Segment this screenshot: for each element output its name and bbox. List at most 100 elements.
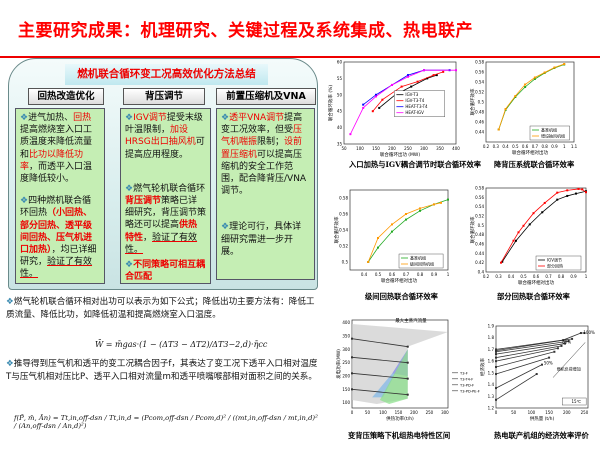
data-point (435, 74, 438, 77)
data-point (575, 192, 577, 195)
text: 理论可行，具体详细研究需进一步开展。 (221, 222, 302, 257)
highlight: 比功以降低功率 (20, 149, 84, 172)
y-tick-label: 40 (337, 125, 343, 130)
y-tick-label: 0.5 (478, 223, 485, 228)
data-point (406, 361, 409, 364)
chart-caption: 级间回热联合循环效率 (365, 292, 438, 301)
data-point (495, 350, 497, 353)
y-tick-label: 350 (342, 334, 350, 339)
column-box-regeneration: ❖进气加热、回热提高燃烧室入口工质温度来降低流量和比功以降低功率，而透平入口温度… (15, 108, 105, 284)
y-tick-label: 1.9 (488, 324, 495, 329)
data-point (495, 360, 497, 363)
series-line (495, 364, 543, 389)
text: 燃气轮机联合循环相对出功可以表示为如下公式；降低出功主要方法有：降低工质流量、降… (6, 297, 315, 320)
x-tick-label: 250 (404, 146, 412, 151)
series-line (501, 190, 587, 262)
y-tick-label: 1.5 (488, 370, 495, 375)
highlight: 供热特性 (125, 220, 198, 243)
data-point (351, 356, 353, 359)
y-tick-label: 0.44 (475, 251, 484, 256)
data-point (495, 349, 497, 352)
text: 可提高应用程度。 (125, 137, 205, 160)
data-point (495, 348, 497, 351)
y-tick-label: 0.46 (475, 120, 484, 125)
y-tick-label: 300 (342, 347, 350, 352)
diamond-bullet-icon: ❖ (125, 183, 134, 194)
y-tick-label: 0.48 (475, 110, 484, 115)
data-point (553, 350, 556, 353)
data-point (495, 373, 497, 376)
chart-caption: 热电联产机组的经济效率评价 (494, 431, 589, 440)
y-tick-label: 0.52 (339, 244, 348, 249)
diamond-bullet-icon: ❖ (125, 113, 134, 123)
chart-partial-regeneration: 0.2 0.3 0.4 0.5 0.6 0.7 0.8 0.9 1 0.4 0.42 0.44 0.46… (469, 186, 588, 287)
y-axis-label: 联合循环效率 (333, 216, 340, 243)
chart-caption: 变背压策略下机组热电特性区间 (348, 431, 451, 440)
x-tick-label: 0.7 (532, 144, 539, 149)
y-tick-label: 0.4 (478, 270, 485, 275)
paragraph-coupling-factor: ❖推导得到压气机和透平的变工况耦合因子f，其表达了变工况下透平入口相对温度T与压… (6, 358, 322, 384)
curve-label: 燃机负荷增加 (557, 366, 581, 372)
data-point (423, 69, 425, 72)
legend-box (535, 255, 582, 271)
text: 限制； (257, 137, 285, 148)
data-point (419, 207, 421, 210)
x-tick-label: 150 (545, 410, 553, 415)
data-point (349, 133, 352, 136)
legend-label: IGV调节 (547, 257, 562, 263)
data-point (581, 188, 584, 191)
x-tick-label: 50 (341, 146, 347, 151)
column-header-precompressor: 前置压缩机及VNA (216, 88, 316, 105)
y-tick-label: 150 (342, 387, 350, 392)
x-tick-label: 350 (436, 146, 444, 151)
data-point (556, 191, 559, 194)
column-box-precompressor: ❖透平VNA调节提高变工况效率，但受压气机喘振限制；设前置压缩机可以提高压缩机的… (216, 108, 315, 280)
data-point (533, 78, 536, 80)
data-point (532, 212, 535, 215)
series-line (495, 332, 585, 350)
legend-label: T3-F (459, 371, 468, 375)
y-tick-label: 1.4 (488, 382, 495, 387)
x-tick-label: 0.4 (361, 272, 368, 277)
data-point (577, 187, 580, 190)
x-tick-label: 1 (563, 144, 566, 149)
data-point (566, 194, 569, 197)
data-point (514, 95, 517, 97)
y-axis-label: 联合循环效率 (%) (327, 85, 334, 121)
data-point (567, 340, 570, 343)
highlight: 压气机喘振 (221, 125, 303, 148)
text: 提受末级叶温限制， (125, 113, 203, 136)
x-tick-label: 0.7 (403, 272, 410, 277)
series-line (495, 357, 550, 375)
x-axis-label: 供热量 (t/h) (530, 415, 555, 422)
x-tick-label: 0.4 (502, 144, 509, 149)
series-line (495, 347, 559, 362)
x-tick-label: 300 (420, 146, 428, 151)
y-tick-label: 0.58 (475, 186, 484, 191)
legend-label: 级间回热机组 (410, 261, 434, 267)
curve-label: 50% (544, 361, 553, 366)
data-point (553, 66, 556, 69)
curve-label: 100% (583, 330, 595, 335)
y-tick-label: 0.56 (339, 212, 348, 217)
x-tick-label: 100 (379, 410, 387, 415)
data-point (426, 77, 429, 80)
data-point (377, 246, 379, 249)
chart-caption: 部分回热联合循环效率 (497, 292, 570, 301)
chart-chp-operating-region: 0 50 100 150 200 250 300 100 150 200 250 300 350 400 供… (335, 317, 480, 422)
underlined-text: 验证了有效性。 (125, 232, 198, 255)
text: ， (143, 232, 153, 243)
legend-box (529, 125, 570, 141)
data-point (447, 198, 449, 201)
series-line (372, 71, 444, 112)
data-point (522, 224, 525, 227)
highlight: 背压调节 (125, 196, 162, 207)
diamond-bullet-icon: ❖ (221, 113, 230, 123)
data-point (351, 372, 353, 375)
data-point (406, 393, 409, 396)
y-tick-label: 0.54 (475, 204, 484, 209)
x-tick-label: 50 (511, 410, 517, 415)
x-tick-label: 250 (581, 410, 589, 415)
data-point (400, 85, 403, 88)
x-tick-label: 100 (528, 410, 536, 415)
